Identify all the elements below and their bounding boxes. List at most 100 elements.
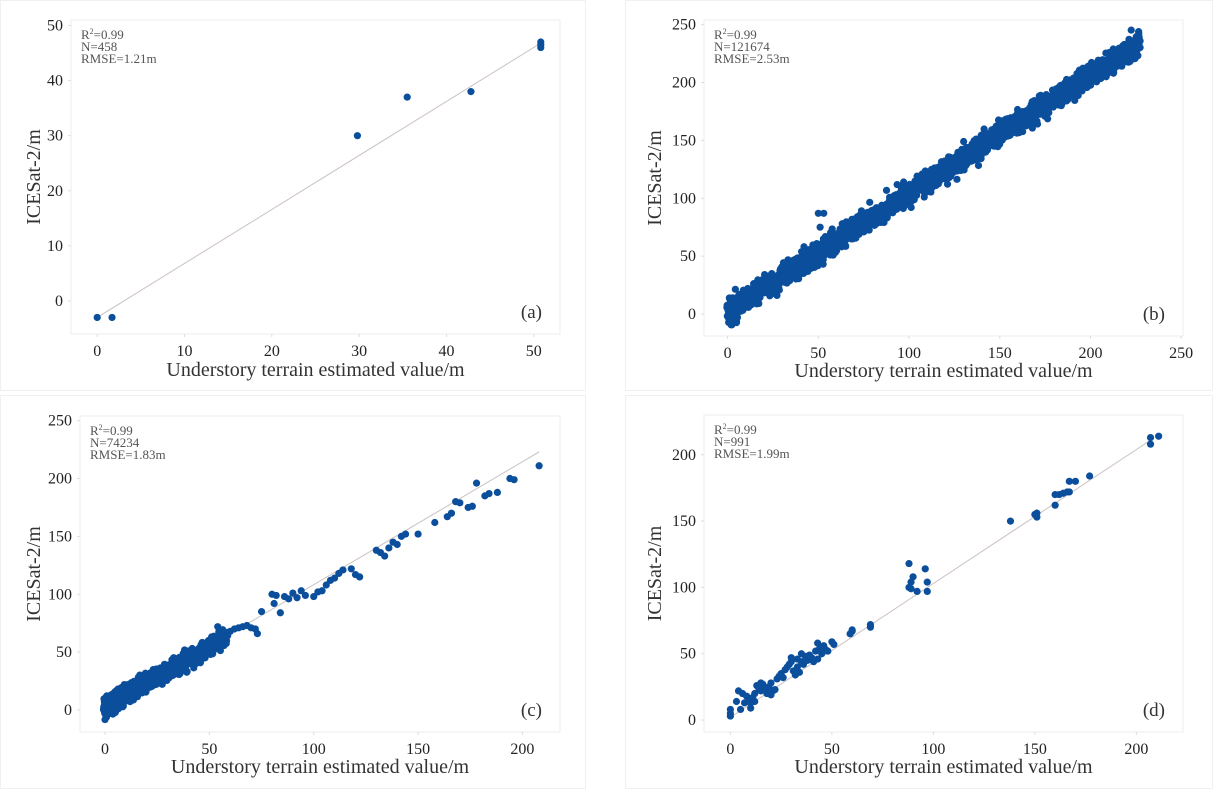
data-point <box>727 301 736 309</box>
data-point <box>824 647 832 655</box>
data-point <box>145 682 154 690</box>
panel-label: (a) <box>521 302 542 323</box>
data-point <box>1012 121 1020 129</box>
y-tick-label: 50 <box>680 248 696 265</box>
data-point <box>347 565 355 573</box>
data-point <box>862 218 870 227</box>
sample-count-text: N=458 <box>81 39 117 54</box>
markers <box>93 38 545 322</box>
data-point <box>731 285 739 293</box>
data-point <box>1095 73 1104 81</box>
y-tick-label: 100 <box>672 190 696 207</box>
data-point <box>931 176 939 184</box>
data-point <box>874 212 882 220</box>
x-tick-label: 50 <box>526 343 542 360</box>
data-point <box>923 587 931 596</box>
data-point <box>301 591 309 600</box>
data-point <box>751 689 759 698</box>
data-point <box>1026 108 1034 116</box>
data-point <box>828 225 836 233</box>
data-point <box>773 283 782 292</box>
scatter-chart-b: 0 50 100 150 200 250 0 50 100 150 200 250 Understory… <box>644 17 1193 382</box>
data-point <box>767 679 775 687</box>
data-point <box>905 559 913 568</box>
x-axis-label: Understory terrain estimated value/m <box>171 756 470 778</box>
data-point <box>1101 65 1109 73</box>
data-point <box>1071 477 1080 485</box>
data-point <box>339 566 347 574</box>
data-point <box>751 697 759 706</box>
data-point <box>866 198 874 206</box>
y-tick-label: 20 <box>47 183 63 200</box>
data-point <box>909 573 917 581</box>
data-point <box>892 204 900 212</box>
data-point <box>198 651 206 659</box>
data-point <box>222 637 231 645</box>
y-tick-label: 100 <box>672 579 696 596</box>
panel-label: (d) <box>1143 700 1165 721</box>
data-point <box>737 294 745 302</box>
data-point <box>828 249 836 258</box>
scatter-chart-a: 0 10 20 30 40 50 0 10 20 30 40 50 Understory terrain… <box>23 18 561 381</box>
data-point <box>797 258 805 266</box>
data-point <box>128 686 136 695</box>
sample-count-text: N=991 <box>714 434 750 449</box>
data-point <box>747 289 755 297</box>
data-point <box>814 209 822 217</box>
y-tick-label: 150 <box>672 132 696 149</box>
data-point <box>1048 96 1056 104</box>
data-point <box>837 234 845 243</box>
sample-count-text: N=74234 <box>90 435 140 450</box>
x-tick-label: 30 <box>351 343 367 360</box>
r-symbol: R <box>81 27 90 42</box>
r-squared-text: R2=0.99 <box>714 27 757 42</box>
data-point <box>830 239 838 247</box>
panel-label: (c) <box>521 700 542 721</box>
data-point <box>974 161 983 170</box>
data-point <box>270 599 278 608</box>
data-point <box>1042 107 1050 115</box>
data-point <box>914 186 922 194</box>
r-squared-value: =0.99 <box>94 27 124 42</box>
data-point <box>858 225 866 234</box>
y-tick-label: 40 <box>47 73 63 90</box>
sample-count-text: N=121674 <box>714 39 770 54</box>
data-point <box>1146 440 1155 448</box>
data-point <box>183 668 191 676</box>
data-point <box>804 267 812 276</box>
data-point <box>1043 92 1051 100</box>
data-point <box>804 254 812 263</box>
data-point <box>1101 57 1110 65</box>
y-tick-label: 50 <box>56 644 72 661</box>
data-point <box>217 638 225 646</box>
data-point <box>949 164 957 172</box>
data-point <box>293 594 301 602</box>
y-tick-label: 200 <box>672 75 696 92</box>
x-axis-label: Understory terrain estimated value/m <box>794 360 1093 382</box>
data-point <box>1033 117 1041 125</box>
regression-line <box>96 41 543 318</box>
data-point <box>214 623 222 631</box>
x-axis-label: Understory terrain estimated value/m <box>794 756 1093 778</box>
y-tick-label: 100 <box>48 586 72 603</box>
data-point <box>1028 124 1036 132</box>
data-point <box>816 223 824 231</box>
data-point <box>795 668 803 676</box>
data-point <box>493 488 501 496</box>
x-tick-label: 50 <box>810 345 826 362</box>
data-point <box>190 664 198 672</box>
data-point <box>310 592 318 601</box>
r-squared-text: R2=0.99 <box>90 423 133 438</box>
x-tick-label: 250 <box>1169 345 1193 362</box>
data-point <box>885 200 893 209</box>
data-point <box>113 702 122 710</box>
data-point <box>1035 92 1043 100</box>
data-point <box>906 194 914 202</box>
y-tick-label: 0 <box>688 712 696 729</box>
y-tick-label: 150 <box>48 528 72 545</box>
data-point <box>510 476 518 484</box>
data-point <box>953 175 961 183</box>
